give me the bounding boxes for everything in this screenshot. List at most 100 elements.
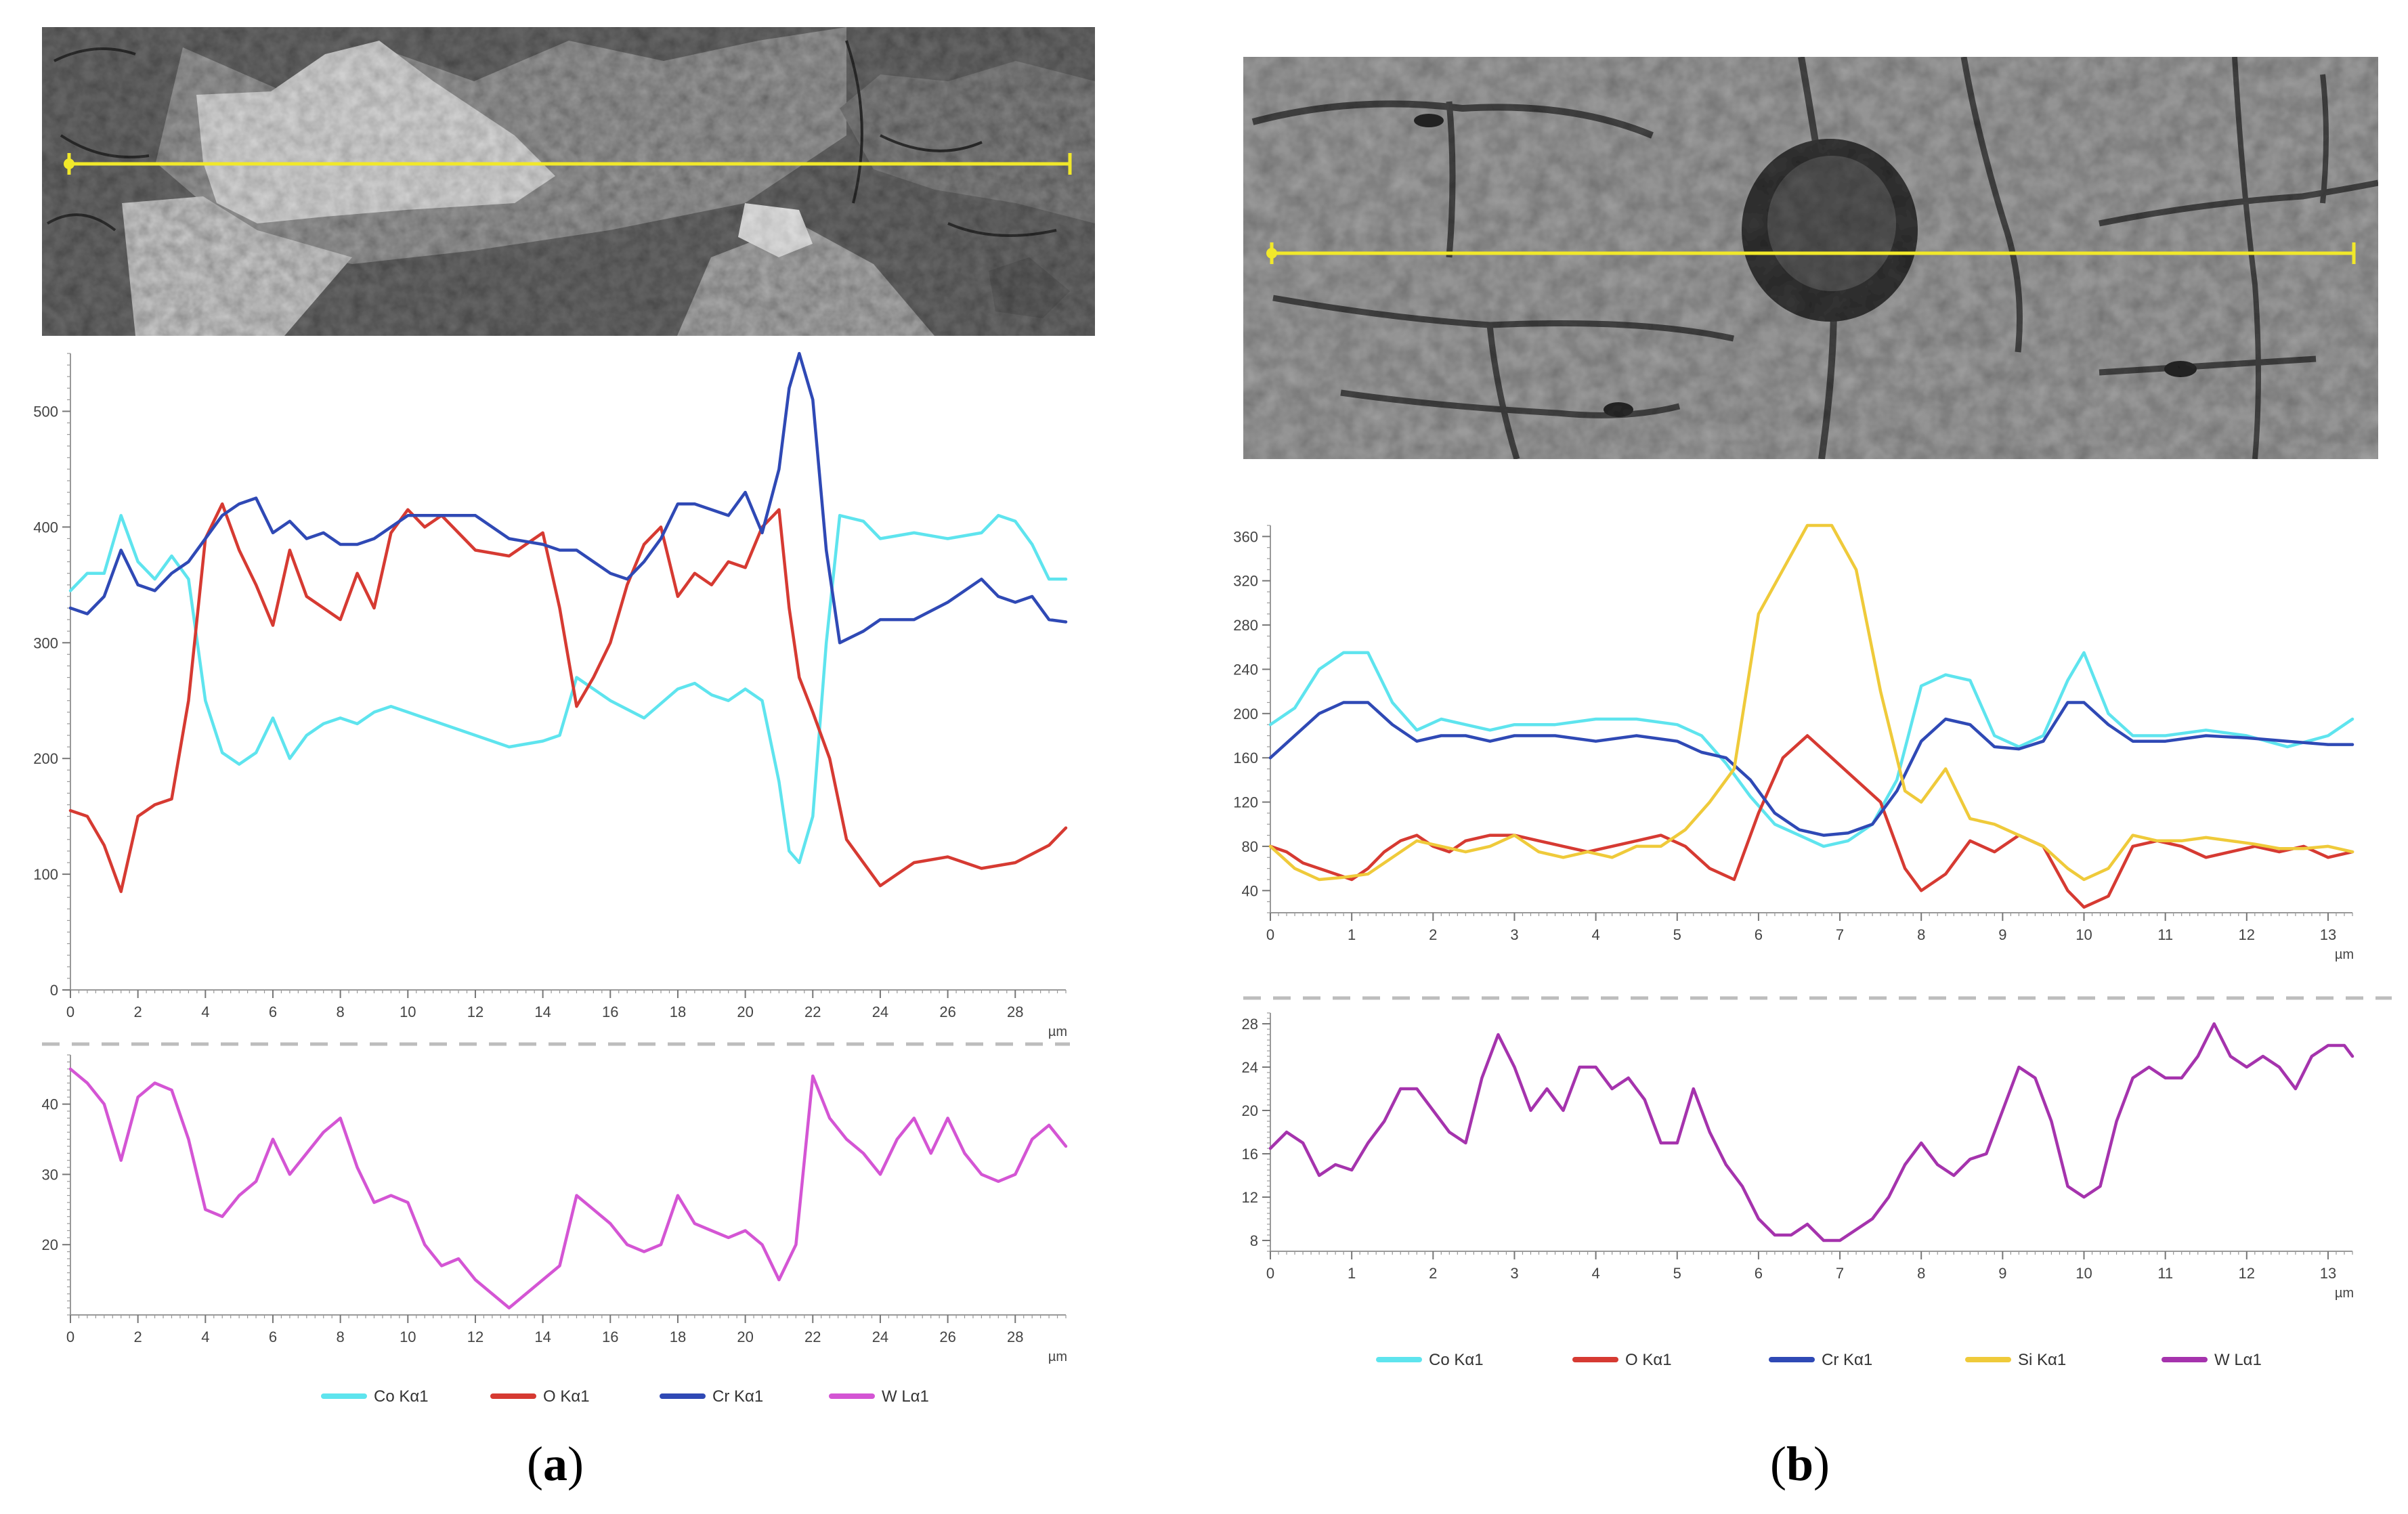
series-line-w bbox=[68, 1067, 1068, 1310]
series-line-o bbox=[1268, 734, 2355, 909]
y-tick-label: 20 bbox=[1242, 1102, 1258, 1119]
series-line-si bbox=[1268, 523, 2355, 882]
x-tick-label: 26 bbox=[939, 1328, 955, 1345]
legend-b: Co Kα1 O Kα1 Cr Kα1 Si Kα1 W Lα1 bbox=[1376, 1351, 2262, 1369]
y-tick-label: 100 bbox=[33, 866, 58, 883]
x-tick-label: 22 bbox=[804, 1003, 821, 1020]
legend-label: Co Kα1 bbox=[1429, 1351, 1484, 1369]
x-tick-label: 6 bbox=[1755, 926, 1763, 943]
x-tick-label: 24 bbox=[872, 1328, 888, 1345]
y-tick-label: 80 bbox=[1242, 838, 1258, 855]
x-tick-label: 7 bbox=[1836, 1265, 1844, 1282]
x-tick-label: 2 bbox=[1429, 1265, 1437, 1282]
x-tick-label: 12 bbox=[2239, 926, 2255, 943]
x-tick-label: 12 bbox=[2239, 1265, 2255, 1282]
legend-a: Co Kα1 O Kα1 Cr Kα1 W Lα1 bbox=[321, 1387, 929, 1406]
y-tick-label: 300 bbox=[33, 634, 58, 651]
y-tick-label: 28 bbox=[1242, 1016, 1258, 1033]
x-tick-label: 1 bbox=[1348, 1265, 1356, 1282]
x-tick-label: 0 bbox=[1266, 1265, 1274, 1282]
x-tick-label: 13 bbox=[2320, 1265, 2336, 1282]
x-tick-label: 13 bbox=[2320, 926, 2336, 943]
x-tick-label: 16 bbox=[602, 1328, 618, 1345]
x-unit-label: µm bbox=[2335, 1286, 2354, 1301]
y-tick-label: 30 bbox=[42, 1166, 58, 1183]
x-tick-label: 10 bbox=[400, 1003, 416, 1020]
x-tick-label: 7 bbox=[1836, 926, 1844, 943]
x-tick-label: 0 bbox=[66, 1328, 74, 1345]
x-tick-label: 20 bbox=[737, 1328, 753, 1345]
x-tick-label: 2 bbox=[134, 1328, 142, 1345]
legend-label: W Lα1 bbox=[2214, 1351, 2262, 1369]
x-tick-label: 10 bbox=[2076, 1265, 2092, 1282]
x-tick-label: 2 bbox=[134, 1003, 142, 1020]
series-line-w bbox=[1268, 1022, 2355, 1242]
y-tick-label: 12 bbox=[1242, 1189, 1258, 1206]
x-tick-label: 6 bbox=[269, 1328, 277, 1345]
y-tick-label: 20 bbox=[42, 1236, 58, 1253]
x-tick-label: 22 bbox=[804, 1328, 821, 1345]
series-line-co bbox=[1268, 651, 2355, 848]
x-tick-label: 18 bbox=[670, 1003, 686, 1020]
legend-label: Cr Kα1 bbox=[712, 1387, 763, 1406]
sem-image-b bbox=[1243, 57, 2378, 459]
panel-label-a: (a) bbox=[527, 1437, 584, 1491]
series-line-cr bbox=[68, 351, 1068, 645]
x-tick-label: 0 bbox=[66, 1003, 74, 1020]
y-tick-label: 0 bbox=[50, 982, 58, 999]
x-tick-label: 4 bbox=[1591, 1265, 1599, 1282]
series-line-cr bbox=[1268, 701, 2355, 837]
x-tick-label: 5 bbox=[1673, 1265, 1681, 1282]
y-tick-label: 24 bbox=[1242, 1059, 1258, 1076]
y-tick-label: 16 bbox=[1242, 1146, 1258, 1163]
x-tick-label: 1 bbox=[1348, 926, 1356, 943]
x-unit-label: µm bbox=[1048, 1024, 1067, 1039]
x-tick-label: 4 bbox=[201, 1003, 209, 1020]
x-tick-label: 6 bbox=[1755, 1265, 1763, 1282]
legend-label: W Lα1 bbox=[882, 1387, 929, 1406]
x-tick-label: 26 bbox=[939, 1003, 955, 1020]
x-tick-label: 8 bbox=[1917, 926, 1925, 943]
x-tick-label: 11 bbox=[2157, 926, 2173, 943]
series-line-o bbox=[68, 502, 1068, 893]
legend-label: O Kα1 bbox=[543, 1387, 590, 1406]
x-tick-label: 28 bbox=[1007, 1328, 1023, 1345]
x-tick-label: 9 bbox=[1998, 926, 2006, 943]
legend-label: O Kα1 bbox=[1625, 1351, 1672, 1369]
x-tick-label: 20 bbox=[737, 1003, 753, 1020]
x-tick-label: 2 bbox=[1429, 926, 1437, 943]
legend-label: Cr Kα1 bbox=[1822, 1351, 1872, 1369]
y-tick-label: 240 bbox=[1233, 661, 1258, 678]
y-tick-label: 40 bbox=[1242, 882, 1258, 899]
x-tick-label: 24 bbox=[872, 1003, 888, 1020]
x-tick-label: 10 bbox=[2076, 926, 2092, 943]
y-tick-label: 200 bbox=[33, 750, 58, 767]
y-tick-label: 360 bbox=[1233, 528, 1258, 545]
y-tick-label: 40 bbox=[42, 1096, 58, 1113]
x-tick-label: 0 bbox=[1266, 926, 1274, 943]
x-tick-label: 8 bbox=[337, 1003, 345, 1020]
x-tick-label: 4 bbox=[1591, 926, 1599, 943]
x-tick-label: 8 bbox=[337, 1328, 345, 1345]
x-tick-label: 9 bbox=[1998, 1265, 2006, 1282]
x-tick-label: 8 bbox=[1917, 1265, 1925, 1282]
panel-label-b: (b) bbox=[1770, 1437, 1830, 1491]
x-tick-label: 18 bbox=[670, 1328, 686, 1345]
chart-a-composition: 0 2 4 6 8 10 12 14 16 18 20 22 24 26 28µm0100200300400… bbox=[33, 351, 1068, 1039]
x-tick-label: 12 bbox=[467, 1003, 483, 1020]
y-tick-label: 160 bbox=[1233, 750, 1258, 766]
x-unit-label: µm bbox=[1048, 1349, 1067, 1364]
x-tick-label: 28 bbox=[1007, 1003, 1023, 1020]
chart-b-composition: 0 1 2 3 4 5 6 7 8 9 10 11 12 13µm40801201602002402803… bbox=[1233, 523, 2355, 962]
x-tick-label: 4 bbox=[201, 1328, 209, 1345]
x-tick-label: 5 bbox=[1673, 926, 1681, 943]
y-tick-label: 200 bbox=[1233, 706, 1258, 722]
y-tick-label: 400 bbox=[33, 519, 58, 536]
x-tick-label: 14 bbox=[534, 1328, 551, 1345]
x-tick-label: 3 bbox=[1510, 926, 1518, 943]
x-tick-label: 3 bbox=[1510, 1265, 1518, 1282]
y-tick-label: 8 bbox=[1250, 1232, 1258, 1249]
